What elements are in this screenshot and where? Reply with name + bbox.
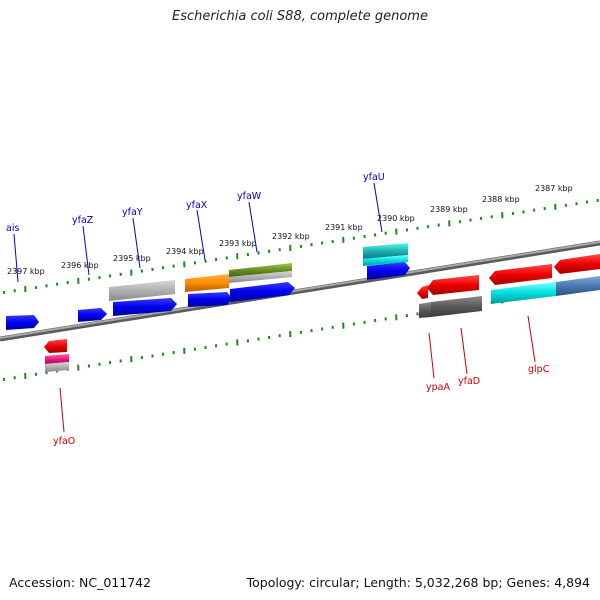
gene-label-yfaY[interactable]: yfaY: [122, 207, 143, 218]
feature-cyan-2390[interactable]: [363, 255, 408, 266]
gene-yfaD[interactable]: [427, 275, 479, 295]
feature-pink-yfaO[interactable]: [45, 354, 69, 364]
feature-dark-ypaA[interactable]: [419, 302, 431, 318]
kbp-label-2394: 2394 kbp: [166, 247, 204, 256]
gene-ais[interactable]: [6, 315, 39, 330]
feature-cyan-glpC[interactable]: [491, 282, 556, 304]
gene-label-yfaZ[interactable]: yfaZ: [72, 215, 94, 226]
tick-track-outer: [3, 198, 599, 294]
gene-ypaA[interactable]: [417, 285, 428, 299]
gene-glpC[interactable]: [489, 264, 552, 285]
kbp-label-2388: 2388 kbp: [482, 195, 520, 204]
feature-gray-yfaO[interactable]: [45, 362, 69, 372]
feature-gray-2393[interactable]: [229, 271, 292, 283]
genome-backbone-highlight: [0, 241, 600, 339]
feature-steel-glpC[interactable]: [556, 276, 600, 296]
gene-glpC-next[interactable]: [554, 254, 600, 274]
gene-label-glpC[interactable]: glpC: [528, 364, 550, 375]
gene-yfaW[interactable]: [230, 282, 295, 302]
feature-gray-2395[interactable]: [109, 280, 175, 301]
gene-yfaZ[interactable]: [78, 308, 107, 322]
kbp-label-2392: 2392 kbp: [272, 232, 310, 241]
gene-label-yfaU[interactable]: yfaU: [363, 172, 385, 183]
kbp-label-2393: 2393 kbp: [219, 239, 257, 248]
gene-yfaO[interactable]: [44, 339, 67, 353]
forward-leaders: [13, 182, 383, 283]
gene-label-yfaO[interactable]: yfaO: [53, 436, 75, 447]
kbp-label-2391: 2391 kbp: [325, 223, 363, 232]
feature-orange-2394[interactable]: [185, 274, 229, 292]
feature-dark-yfaD[interactable]: [431, 296, 482, 317]
reverse-leaders: [59, 315, 536, 433]
topology-text: Topology: circular; Length: 5,032,268 bp…: [246, 575, 590, 590]
kbp-label-2390: 2390 kbp: [377, 214, 415, 223]
gene-label-yfaD[interactable]: yfaD: [458, 376, 480, 387]
gene-label-yfaW[interactable]: yfaW: [237, 191, 262, 202]
gene-label-ais[interactable]: ais: [6, 223, 19, 234]
gene-label-yfaX[interactable]: yfaX: [186, 200, 208, 211]
map-title: Escherichia coli S88, complete genome: [172, 9, 428, 24]
accession-text: Accession: NC_011742: [9, 575, 152, 590]
gene-label-ypaA[interactable]: ypaA: [426, 382, 450, 393]
kbp-label-2387: 2387 kbp: [535, 184, 573, 193]
forward-genes: [6, 243, 410, 330]
kbp-label-2389: 2389 kbp: [430, 205, 468, 214]
feature-olive-2393[interactable]: [229, 263, 292, 277]
reverse-genes: [44, 254, 600, 372]
gene-yfaX[interactable]: [188, 292, 232, 307]
kbp-label-2395: 2395 kbp: [113, 254, 151, 263]
feature-teal-2390[interactable]: [363, 243, 408, 259]
kbp-label-2396: 2396 kbp: [61, 261, 99, 270]
gene-yfaY[interactable]: [113, 298, 177, 316]
gene-yfaU[interactable]: [367, 262, 410, 280]
kbp-label-2397: 2397 kbp: [7, 267, 45, 276]
